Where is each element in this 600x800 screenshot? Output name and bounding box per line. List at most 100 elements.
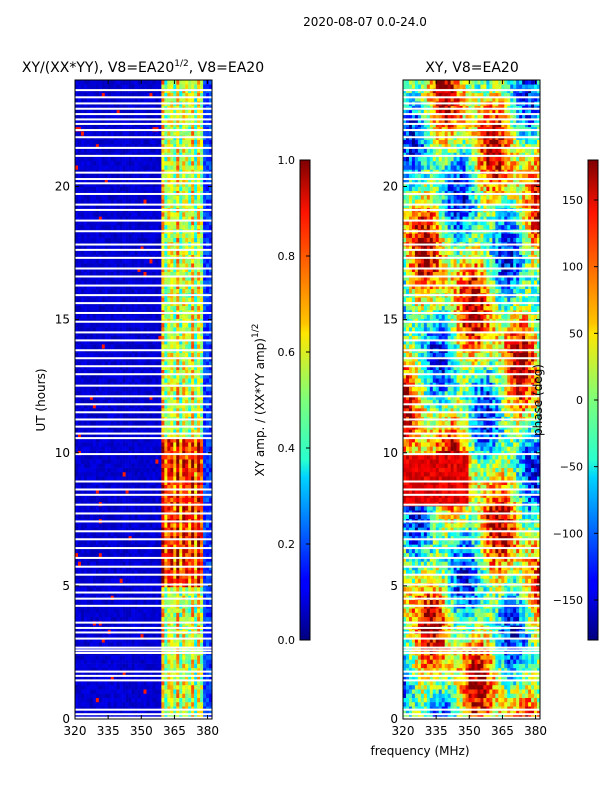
heatmap-cell: [125, 433, 129, 439]
heatmap-cell: [140, 697, 144, 703]
heatmap-cell: [173, 463, 177, 468]
heatmap-cell: [173, 646, 177, 652]
heatmap-cell: [206, 569, 210, 575]
heatmap-cell: [170, 386, 174, 392]
heatmap-cell: [203, 535, 207, 541]
heatmap-cell: [149, 586, 153, 592]
heatmap-cell: [83, 706, 88, 711]
heatmap-cell: [200, 314, 204, 319]
heatmap-cell: [110, 701, 115, 707]
heatmap-cell: [92, 535, 97, 541]
heatmap-cell: [125, 552, 129, 558]
heatmap-cell: [185, 689, 189, 694]
heatmap-cell: [116, 633, 120, 639]
heatmap-cell: [75, 680, 79, 686]
heatmap-cell: [170, 263, 174, 268]
heatmap-cell: [170, 638, 174, 643]
heatmap-cell: [182, 390, 186, 396]
heatmap-cell: [101, 544, 106, 549]
heatmap-cell: [104, 706, 109, 711]
heatmap-cell: [143, 454, 147, 460]
heatmap-cell: [95, 514, 100, 520]
heatmap-cell: [155, 378, 159, 383]
heatmap-cell: [137, 437, 141, 443]
heatmap-cell: [188, 437, 192, 443]
heatmap-cell: [143, 663, 147, 669]
heatmap-cell: [113, 684, 117, 690]
heatmap-cell: [152, 352, 156, 358]
heatmap-cell: [119, 467, 123, 473]
heatmap-cell: [206, 454, 210, 460]
heatmap-cell: [137, 523, 141, 528]
heatmap-cell: [161, 361, 165, 366]
heatmap-cell: [191, 459, 195, 464]
heatmap-cell: [128, 646, 132, 652]
heatmap-cell: [80, 361, 85, 366]
heatmap-cell: [197, 561, 201, 566]
heatmap-cell: [75, 612, 79, 618]
heatmap-cell: [176, 574, 180, 579]
heatmap-cell: [92, 697, 97, 703]
heatmap-cell: [131, 437, 135, 443]
heatmap-cell: [149, 557, 153, 562]
heatmap-cell: [143, 314, 147, 319]
heatmap-cell: [125, 258, 129, 264]
heatmap-cell: [203, 305, 207, 311]
heatmap-cell: [149, 280, 153, 285]
heatmap-cell: [158, 471, 162, 477]
heatmap-cell: [119, 433, 123, 439]
heatmap-cell: [188, 608, 192, 613]
heatmap-cell: [197, 523, 201, 528]
heatmap-cell: [149, 314, 153, 319]
heatmap-cell: [107, 463, 112, 468]
heatmap-cell: [98, 288, 103, 294]
heatmap-cell: [167, 322, 171, 328]
heatmap-cell: [206, 386, 210, 392]
heatmap-cell: [128, 574, 132, 579]
heatmap-cell: [83, 442, 88, 447]
heatmap-cell: [122, 693, 126, 698]
heatmap-cell: [170, 548, 174, 554]
heatmap-cell: [86, 701, 91, 707]
heatmap-cell: [137, 467, 141, 473]
heatmap-cell: [206, 322, 210, 328]
heatmap-cell: [170, 527, 174, 532]
heatmap-cell: [164, 689, 168, 694]
heatmap-cell: [98, 514, 103, 520]
heatmap-cell: [149, 710, 153, 716]
heatmap-cell: [185, 471, 189, 477]
heatmap-cell: [92, 280, 97, 285]
heatmap-cell: [155, 701, 159, 707]
heatmap-cell: [146, 327, 150, 332]
heatmap-cell: [89, 608, 94, 613]
heatmap-cell: [143, 467, 147, 473]
heatmap-cell: [77, 616, 82, 622]
heatmap-cell: [140, 663, 144, 669]
heatmap-cell: [98, 672, 103, 677]
heatmap-cell: [170, 599, 174, 605]
heatmap-cell: [86, 599, 91, 605]
heatmap-cell: [113, 480, 117, 485]
heatmap-cell: [179, 697, 183, 703]
heatmap-cell: [182, 437, 186, 443]
heatmap-cell: [134, 638, 138, 643]
heatmap-cell: [77, 561, 82, 566]
heatmap-cell: [107, 420, 112, 426]
heatmap-cell: [110, 263, 115, 268]
heatmap-cell: [86, 672, 91, 677]
heatmap-cell: [161, 420, 165, 426]
heatmap-cell: [182, 386, 186, 392]
heatmap-cell: [173, 390, 177, 396]
heatmap-cell: [128, 506, 132, 511]
heatmap-cell: [200, 663, 204, 669]
heatmap-cell: [137, 280, 141, 285]
heatmap-cell: [104, 471, 109, 477]
heatmap-cell: [167, 344, 171, 349]
heatmap-cell: [203, 523, 207, 528]
heatmap-cell: [75, 476, 79, 481]
heatmap-cell: [92, 633, 97, 639]
heatmap-cell: [197, 565, 201, 571]
heatmap-cell: [86, 646, 91, 652]
heatmap-cell: [89, 655, 94, 660]
heatmap-cell: [113, 420, 117, 426]
